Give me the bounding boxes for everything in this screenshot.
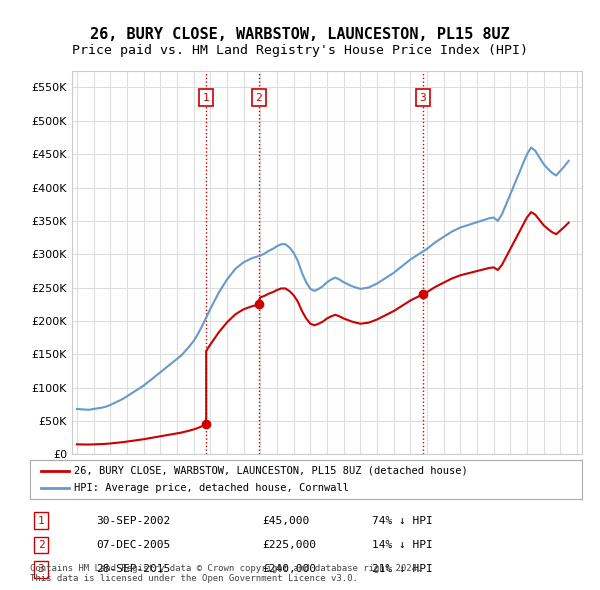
Text: 2: 2 bbox=[38, 540, 44, 550]
Text: 14% ↓ HPI: 14% ↓ HPI bbox=[372, 540, 433, 550]
Text: Contains HM Land Registry data © Crown copyright and database right 2024.
This d: Contains HM Land Registry data © Crown c… bbox=[30, 563, 422, 583]
Text: 30-SEP-2002: 30-SEP-2002 bbox=[96, 516, 170, 526]
Text: 1: 1 bbox=[38, 516, 44, 526]
Text: £225,000: £225,000 bbox=[262, 540, 316, 550]
Text: 3: 3 bbox=[38, 565, 44, 574]
Text: 2: 2 bbox=[256, 93, 262, 103]
Text: 3: 3 bbox=[419, 93, 426, 103]
Text: 74% ↓ HPI: 74% ↓ HPI bbox=[372, 516, 433, 526]
Text: 1: 1 bbox=[203, 93, 209, 103]
Text: Price paid vs. HM Land Registry's House Price Index (HPI): Price paid vs. HM Land Registry's House … bbox=[72, 44, 528, 57]
Text: £240,000: £240,000 bbox=[262, 565, 316, 574]
Text: 07-DEC-2005: 07-DEC-2005 bbox=[96, 540, 170, 550]
Text: 26, BURY CLOSE, WARBSTOW, LAUNCESTON, PL15 8UZ (detached house): 26, BURY CLOSE, WARBSTOW, LAUNCESTON, PL… bbox=[74, 466, 468, 476]
Text: 28-SEP-2015: 28-SEP-2015 bbox=[96, 565, 170, 574]
Text: 26, BURY CLOSE, WARBSTOW, LAUNCESTON, PL15 8UZ: 26, BURY CLOSE, WARBSTOW, LAUNCESTON, PL… bbox=[90, 27, 510, 41]
Text: 21% ↓ HPI: 21% ↓ HPI bbox=[372, 565, 433, 574]
Text: HPI: Average price, detached house, Cornwall: HPI: Average price, detached house, Corn… bbox=[74, 483, 349, 493]
Text: £45,000: £45,000 bbox=[262, 516, 309, 526]
